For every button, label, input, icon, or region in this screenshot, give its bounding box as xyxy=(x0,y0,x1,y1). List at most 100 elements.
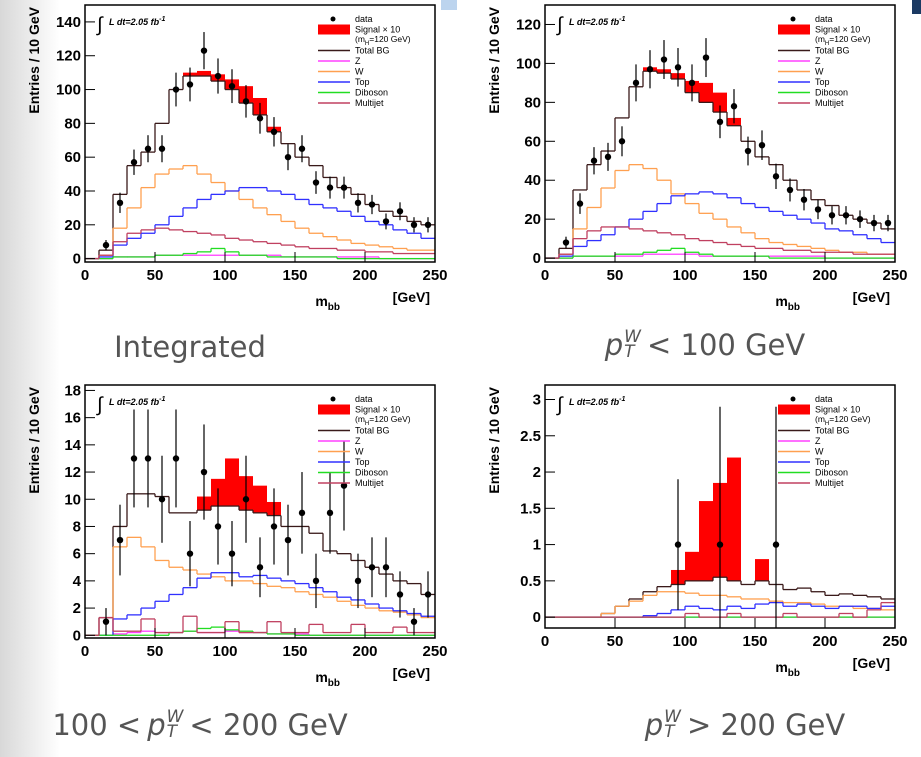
data-point xyxy=(814,206,822,213)
data-point xyxy=(716,118,724,126)
signal-bar xyxy=(197,70,211,77)
x-tick-label: 100 xyxy=(672,633,697,650)
data-point xyxy=(674,64,682,71)
x-tick-label: 100 xyxy=(672,267,697,284)
plot-area xyxy=(545,406,895,628)
data-point xyxy=(604,153,612,161)
legend-marker xyxy=(790,16,796,22)
y-tick-label: 60 xyxy=(64,149,81,166)
x-tick-label: 200 xyxy=(812,267,837,284)
y-tick-label: 20 xyxy=(64,217,81,234)
lumi-text: L dt=2.05 fb xyxy=(109,397,160,407)
data-point xyxy=(884,219,892,227)
data-point xyxy=(214,523,222,530)
x-tick-label: 150 xyxy=(742,633,767,650)
y-tick-label: 2 xyxy=(73,600,81,617)
legend-note-text: (m xyxy=(815,414,825,424)
y-tick-label: 2 xyxy=(533,464,541,481)
x-tick-label: 0 xyxy=(541,633,549,650)
backdrop xyxy=(0,0,60,757)
lumi-label: L dt=2.05 fb-1 xyxy=(569,396,625,407)
y-axis-label: Entries / 10 GeV xyxy=(486,386,502,493)
x-axis-label: mbb xyxy=(775,293,800,313)
plot-area xyxy=(85,32,435,260)
y-axis-label: Entries / 10 GeV xyxy=(26,386,42,493)
lumi-label: L dt=2.05 fb-1 xyxy=(109,16,165,27)
legend-label: W xyxy=(355,447,364,457)
x-tick-label: 0 xyxy=(81,643,89,660)
data-point xyxy=(702,54,710,61)
data-point xyxy=(172,455,180,462)
legend-label: Multijet xyxy=(355,98,384,108)
data-point xyxy=(256,564,264,571)
data-point xyxy=(354,199,362,207)
data-point xyxy=(382,564,390,571)
x-axis-unit: [GeV] xyxy=(853,289,890,305)
y-tick-label: 1 xyxy=(533,537,541,554)
data-point xyxy=(242,98,250,105)
x-tick-label: 150 xyxy=(742,267,767,284)
legend-label: data xyxy=(355,394,373,404)
y-tick-label: 40 xyxy=(64,183,81,200)
caption: p W T > 200 GeV xyxy=(645,708,845,742)
x-axis-label-sub: bb xyxy=(788,302,800,313)
x-axis-label-part: m xyxy=(775,659,787,675)
legend-note: (mH=120 GeV) xyxy=(355,34,411,47)
y-axis-label: Entries / 10 GeV xyxy=(26,6,42,113)
data-point xyxy=(842,212,850,219)
data-point xyxy=(410,221,418,229)
x-tick-label: 50 xyxy=(607,267,624,284)
data-point xyxy=(284,536,292,544)
slide-mark xyxy=(441,0,457,10)
lumi-label: L dt=2.05 fb-1 xyxy=(109,396,165,407)
legend-note-sub: H xyxy=(365,421,369,427)
data-point xyxy=(562,239,570,246)
data-point xyxy=(256,115,264,122)
legend-label: Top xyxy=(355,77,370,87)
data-point xyxy=(200,468,208,476)
chart-panel: 0 20 40 60 80 100 120 0 50 100 150 200 250 Entries / … xyxy=(486,4,908,313)
caption-sup: W xyxy=(166,707,184,727)
data-point xyxy=(772,541,780,548)
data-point xyxy=(158,496,166,503)
data-point xyxy=(186,81,194,88)
caption-base: p xyxy=(147,708,166,742)
legend-marker xyxy=(318,404,350,415)
y-tick-label: 10 xyxy=(64,491,81,508)
data-point xyxy=(130,159,138,166)
legend-label: Diboson xyxy=(815,88,848,98)
legend-label: W xyxy=(355,67,364,77)
data-point xyxy=(102,618,110,625)
legend-label: Diboson xyxy=(815,468,848,478)
x-axis-label-part: m xyxy=(775,293,787,309)
data-point xyxy=(312,179,320,186)
lumi-sup: -1 xyxy=(159,16,165,23)
data-point xyxy=(242,496,250,503)
x-tick-label: 150 xyxy=(282,643,307,660)
legend-note-rest: =120 GeV) xyxy=(829,34,871,44)
data-point xyxy=(158,145,166,152)
x-tick-label: 250 xyxy=(422,267,447,284)
x-tick-label: 0 xyxy=(81,267,89,284)
legend-note-text: (m xyxy=(355,34,365,44)
x-axis-label: mbb xyxy=(775,659,800,679)
y-tick-label: 12 xyxy=(64,464,81,481)
plot-frame xyxy=(84,384,436,639)
x-axis-label-sub: bb xyxy=(328,678,340,689)
signal-bar xyxy=(685,551,699,581)
legend-note-sub: H xyxy=(365,41,369,47)
data-point xyxy=(632,79,640,87)
data-point xyxy=(200,47,208,54)
x-tick-label: 50 xyxy=(607,633,624,650)
legend-note: (mH=120 GeV) xyxy=(815,414,871,427)
data-point xyxy=(828,212,836,219)
data-point xyxy=(744,147,752,155)
legend-label: Total BG xyxy=(815,426,850,436)
y-tick-label: 20 xyxy=(524,211,541,228)
y-tick-label: 0 xyxy=(533,250,541,267)
legend-note-sub: H xyxy=(825,41,829,47)
data-point xyxy=(102,241,110,249)
legend-label: Z xyxy=(815,436,821,446)
y-tick-label: 4 xyxy=(73,573,82,590)
